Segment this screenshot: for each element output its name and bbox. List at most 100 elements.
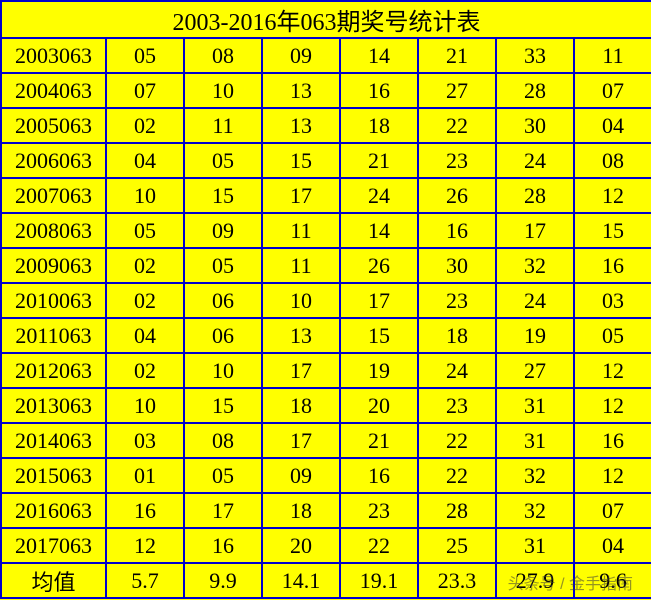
table-row: 201706312162022253104 (1, 528, 651, 563)
table-row-cell: 30 (496, 108, 574, 143)
table-row: 200506302111318223004 (1, 108, 651, 143)
avg-row-cell: 14.1 (262, 563, 340, 598)
table-row-cell: 07 (106, 73, 184, 108)
table-row-cell: 31 (496, 528, 574, 563)
table-row-cell: 19 (496, 318, 574, 353)
avg-row-cell: 9.9 (184, 563, 262, 598)
table-row: 201406303081721223116 (1, 423, 651, 458)
table-row: 201506301050916223212 (1, 458, 651, 493)
table-row: 200906302051126303216 (1, 248, 651, 283)
title-row: 2003-2016年063期奖号统计表 (1, 1, 651, 38)
table-row-cell: 04 (106, 318, 184, 353)
table-row-cell: 03 (106, 423, 184, 458)
table-row-cell: 27 (496, 353, 574, 388)
table-row-cell: 16 (574, 248, 651, 283)
table-row-cell: 02 (106, 353, 184, 388)
avg-row-cell: 均值 (1, 563, 106, 598)
table-row-cell: 04 (574, 108, 651, 143)
table-row-cell: 28 (496, 178, 574, 213)
table-row-cell: 32 (496, 493, 574, 528)
table-row-cell: 17 (340, 283, 418, 318)
table-row-cell: 16 (340, 73, 418, 108)
table-row-cell: 02 (106, 108, 184, 143)
table-row-cell: 09 (184, 213, 262, 248)
table-row-cell: 2003063 (1, 38, 106, 73)
table-row-cell: 22 (418, 108, 496, 143)
table-row-cell: 18 (262, 388, 340, 423)
table-row-cell: 2016063 (1, 493, 106, 528)
table-row-cell: 15 (340, 318, 418, 353)
table-row-cell: 24 (496, 143, 574, 178)
avg-row-cell: 23.3 (418, 563, 496, 598)
table-row-cell: 16 (106, 493, 184, 528)
table-row-cell: 13 (262, 318, 340, 353)
table-row-cell: 25 (418, 528, 496, 563)
table-row-cell: 14 (340, 213, 418, 248)
table-row-cell: 21 (418, 38, 496, 73)
table-row: 201106304061315181905 (1, 318, 651, 353)
table-row-cell: 15 (574, 213, 651, 248)
table-row: 201306310151820233112 (1, 388, 651, 423)
table-row-cell: 18 (262, 493, 340, 528)
table-row: 200606304051521232408 (1, 143, 651, 178)
table-row-cell: 27 (418, 73, 496, 108)
table-row-cell: 21 (340, 143, 418, 178)
table-row-cell: 05 (106, 38, 184, 73)
table-row-cell: 04 (574, 528, 651, 563)
table-row-cell: 10 (262, 283, 340, 318)
table-row-cell: 12 (574, 388, 651, 423)
table-row-cell: 15 (184, 388, 262, 423)
table-row-cell: 02 (106, 248, 184, 283)
table-row-cell: 04 (106, 143, 184, 178)
table-row-cell: 2009063 (1, 248, 106, 283)
table-row-cell: 12 (574, 458, 651, 493)
table-row-cell: 33 (496, 38, 574, 73)
table-row-cell: 05 (184, 458, 262, 493)
table-row-cell: 05 (184, 143, 262, 178)
table-row-cell: 28 (418, 493, 496, 528)
table-row-cell: 18 (340, 108, 418, 143)
table-row-cell: 23 (340, 493, 418, 528)
table-row-cell: 10 (106, 388, 184, 423)
table-row-cell: 16 (340, 458, 418, 493)
table-row-cell: 11 (262, 248, 340, 283)
table-row-cell: 23 (418, 388, 496, 423)
table-row-cell: 06 (184, 283, 262, 318)
table-row-cell: 17 (184, 493, 262, 528)
table-row-cell: 16 (574, 423, 651, 458)
table-row-cell: 2013063 (1, 388, 106, 423)
table-row-cell: 30 (418, 248, 496, 283)
table-row-cell: 22 (418, 458, 496, 493)
table-row-cell: 01 (106, 458, 184, 493)
table-row-cell: 21 (340, 423, 418, 458)
table-row-cell: 20 (262, 528, 340, 563)
table-row-cell: 32 (496, 248, 574, 283)
table-row: 201006302061017232403 (1, 283, 651, 318)
table-row: 201606316171823283207 (1, 493, 651, 528)
table-row-cell: 09 (262, 38, 340, 73)
table-row-cell: 18 (418, 318, 496, 353)
table-row-cell: 2004063 (1, 73, 106, 108)
table-row-cell: 17 (496, 213, 574, 248)
table-row-cell: 2014063 (1, 423, 106, 458)
table-row-cell: 14 (340, 38, 418, 73)
table-row: 200306305080914213311 (1, 38, 651, 73)
table-row-cell: 11 (184, 108, 262, 143)
table-row-cell: 06 (184, 318, 262, 353)
table-row-cell: 15 (262, 143, 340, 178)
table-row-cell: 15 (184, 178, 262, 213)
table-row-cell: 2007063 (1, 178, 106, 213)
table-row: 200806305091114161715 (1, 213, 651, 248)
table-row-cell: 19 (340, 353, 418, 388)
table-row-cell: 05 (106, 213, 184, 248)
table-row-cell: 03 (574, 283, 651, 318)
table-row-cell: 2008063 (1, 213, 106, 248)
table-row-cell: 12 (574, 353, 651, 388)
table-row-cell: 12 (106, 528, 184, 563)
table-row-cell: 28 (496, 73, 574, 108)
table-row-cell: 17 (262, 423, 340, 458)
table-row-cell: 26 (418, 178, 496, 213)
table-row-cell: 2017063 (1, 528, 106, 563)
table-row-cell: 32 (496, 458, 574, 493)
table-row-cell: 17 (262, 353, 340, 388)
